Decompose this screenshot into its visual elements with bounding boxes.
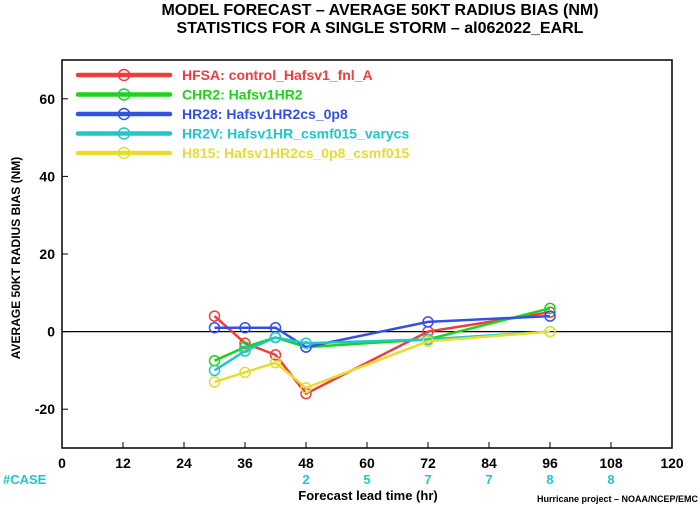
x-axis-label: Forecast lead time (hr) xyxy=(298,488,437,503)
y-tick-label: 60 xyxy=(39,91,55,107)
data-point-h815 xyxy=(208,376,221,388)
data-point-h815 xyxy=(422,335,434,348)
data-point-h815 xyxy=(269,356,282,369)
x-tick-label: 84 xyxy=(481,455,497,471)
x-tick-label: 48 xyxy=(298,455,314,471)
legend-entry: HFSA: control_Hafsv1_fnl_A xyxy=(182,67,373,83)
legend-marker-hr2v xyxy=(117,127,131,140)
x-tick-label: 108 xyxy=(599,455,623,471)
data-point-hr28 xyxy=(422,316,434,328)
legend-marker-hr28 xyxy=(117,107,131,121)
y-axis-label: AVERAGE 50KT RADIUS BIAS (NM) xyxy=(9,157,23,359)
data-point-h815 xyxy=(544,325,556,338)
data-point-chr2 xyxy=(544,302,556,315)
data-point-hr2v xyxy=(208,364,221,377)
y-tick-label: -20 xyxy=(35,401,55,417)
y-tick-label: 20 xyxy=(39,246,55,262)
plot-frame xyxy=(61,59,673,449)
data-point-hr2v xyxy=(269,331,282,344)
x-tick-label: 120 xyxy=(660,455,684,471)
x-tick-label: 24 xyxy=(176,455,192,471)
chart-title-line1: MODEL FORECAST – AVERAGE 50KT RADIUS BIA… xyxy=(161,2,598,19)
case-count: 8 xyxy=(546,472,553,487)
case-label: #CASE xyxy=(3,472,47,487)
series-line-hfsa xyxy=(213,310,551,395)
x-tick-label: 96 xyxy=(542,455,558,471)
credit-text: Hurricane project – NOAA/NCEP/EMC xyxy=(537,494,699,504)
case-count: 7 xyxy=(485,472,492,487)
legend-marker-h815 xyxy=(117,146,131,160)
legend-marker-hfsa xyxy=(117,68,131,82)
data-point-hr2v xyxy=(300,337,312,349)
chart-title-line2: STATISTICS FOR A SINGLE STORM – al062022… xyxy=(177,20,584,37)
data-point-hfsa xyxy=(269,349,282,361)
legend-entry: HR28: Hafsv1HR2cs_0p8 xyxy=(182,106,348,122)
x-tick-label: 0 xyxy=(58,455,66,471)
case-count: 5 xyxy=(363,472,370,487)
data-point-hr28 xyxy=(239,321,251,334)
case-count: 8 xyxy=(607,472,614,487)
data-point-hr2v xyxy=(239,345,251,357)
case-count: 7 xyxy=(424,472,431,487)
legend-entry: HR2V: Hafsv1HR_csmf015_varycs xyxy=(182,126,409,142)
y-tick-label: 40 xyxy=(39,168,55,184)
x-tick-label: 60 xyxy=(359,455,375,471)
y-tick-label: 0 xyxy=(47,324,55,340)
data-point-hr28 xyxy=(208,321,221,334)
legend-marker-chr2 xyxy=(117,88,131,101)
data-point-hr28 xyxy=(544,310,556,322)
legend-entry: CHR2: Hafsv1HR2 xyxy=(182,87,303,103)
data-point-h815 xyxy=(239,366,251,379)
series-line-hr2v xyxy=(213,330,551,372)
x-tick-label: 72 xyxy=(420,455,436,471)
x-tick-label: 12 xyxy=(115,455,131,471)
case-count: 2 xyxy=(302,472,309,487)
data-point-h815 xyxy=(300,382,312,394)
data-point-hfsa xyxy=(208,310,221,322)
x-tick-label: 36 xyxy=(237,455,253,471)
legend-entry: H815: Hafsv1HR2cs_0p8_csmf015 xyxy=(182,145,409,161)
